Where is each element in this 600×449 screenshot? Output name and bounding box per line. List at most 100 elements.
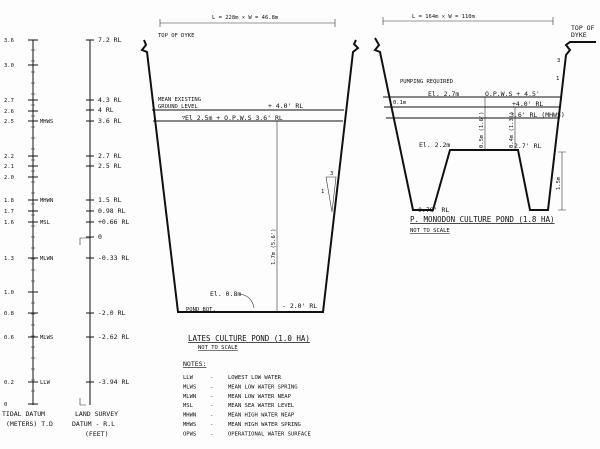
lates-pond-bot: POND BOT.	[186, 307, 216, 313]
monodon-depth1: 0.5m (1.6')	[479, 112, 485, 148]
note-definition: MEAN LOW WATER SPRING	[228, 384, 298, 390]
notes-heading: NOTES:	[183, 360, 206, 368]
tidal-tick-label: 1.7	[4, 209, 14, 215]
note-dash: -	[210, 422, 213, 428]
monodon-slope-run: 3	[557, 58, 560, 64]
tidal-tick-label: 2.1	[4, 164, 14, 170]
land-tick-label: -0.33 RL	[98, 254, 129, 262]
monodon-depth2: 0.4m (1.3')	[509, 112, 515, 148]
note-definition: MEAN HIGH WATER NEAP	[228, 413, 295, 419]
land-tick-label: -2.62 RL	[98, 333, 129, 341]
monodon-opws: O.P.W.S + 4.5'	[485, 90, 540, 98]
land-survey-scale: 7.2 RL 4.3 RL 4 RL 3.6 RL 2.7 RL 2.5 RL 1.5 RL…	[72, 36, 129, 438]
monodon-pond-outline	[373, 37, 596, 211]
tidal-tick-label: 2.2	[4, 154, 14, 160]
land-tick-label: 2.5 RL	[98, 162, 122, 170]
tidal-caption: TIDAL DATUM	[2, 410, 45, 418]
tidal-tick-label: 0.2	[4, 380, 14, 386]
tidal-tick-label: 1.0	[4, 290, 14, 296]
lates-plus4-label: + 4.0' RL	[268, 102, 303, 110]
land-tick-label: 3.6 RL	[98, 117, 122, 125]
tidal-tick-label: 3.0	[4, 63, 14, 69]
monodon-pumping: PUMPING REQUIRED	[400, 79, 453, 85]
lates-dimension: L = 228m × W = 46.8m	[212, 15, 279, 21]
monodon-dimension: L = 164m × W = 110m	[412, 14, 476, 20]
lates-slope-rise: 1	[321, 189, 324, 195]
note-abbr: MLWN	[183, 394, 196, 400]
trench-dimension	[558, 151, 566, 211]
land-caption-2: DATUM - R.L	[72, 420, 115, 428]
tidal-tick-tag: MLWS	[40, 335, 53, 341]
tidal-tick-label: 0.6	[4, 335, 14, 341]
tidal-datum-scale: 3.6 3.0 2.7 2.6 2.5 MHWS 2.2 2.1 2.0 1.8 MHWN 1.7 1.…	[2, 38, 53, 428]
land-tick-label: 0.98 RL	[98, 207, 125, 215]
note-abbr: LLW	[183, 375, 194, 381]
lates-ground-label-2: GROUND LEVEL	[158, 104, 198, 110]
tidal-tick-label: 0.8	[4, 311, 14, 317]
land-tick-label: 7.2 RL	[98, 36, 122, 44]
monodon-rl27: 2.7' RL	[514, 142, 541, 150]
lates-top-of-dyke: TOP OF DYKE	[158, 33, 194, 39]
monodon-scale-note: NOT TO SCALE	[410, 228, 450, 234]
note-definition: OPERATIONAL WATER SURFACE	[228, 431, 311, 437]
note-definition: MEAN LOW WATER NEAP	[228, 394, 292, 400]
note-dash: -	[210, 384, 213, 390]
tidal-tick-label: 1.3	[4, 256, 14, 262]
land-tick-label: +0.66 RL	[98, 218, 129, 226]
tidal-tick-label: 1.6	[4, 220, 14, 226]
land-tick-label: 4.3 RL	[98, 96, 122, 104]
monodon-el27: El. 2.7m	[428, 90, 459, 98]
tidal-tick-tag: MHWS	[40, 119, 53, 125]
lates-dimension-line	[159, 19, 336, 27]
note-definition: MEAN SEA WATER LEVEL	[228, 403, 295, 409]
note-abbr: MHWN	[183, 413, 196, 419]
monodon-pond-section: L = 164m × W = 110m PUMPING REQUIRED El.…	[373, 14, 596, 234]
note-dash: -	[210, 375, 213, 381]
note-abbr: MSL	[183, 403, 194, 409]
lates-bottom-el: El. 0.8m	[210, 290, 241, 298]
monodon-dimension-line	[382, 17, 554, 25]
bracket	[79, 237, 90, 406]
tidal-tick-label: 0	[4, 402, 7, 408]
land-tick-label: 4 RL	[98, 106, 114, 114]
note-dash: -	[210, 413, 213, 419]
tidal-tick-label: 2.6	[4, 109, 14, 115]
land-tick-label: -3.94 RL	[98, 378, 129, 386]
tidal-tick-tag: LLW	[40, 380, 51, 386]
lates-depth-label: 1.7m (5.6')	[271, 229, 277, 265]
monodon-mhws: 3.6' RL (MHWS)	[510, 111, 565, 119]
tidal-caption-units: (METERS) T.D	[6, 420, 53, 428]
note-dash: -	[210, 431, 213, 437]
monodon-slope-rise: 1	[556, 76, 559, 82]
lates-slope-run: 3	[330, 171, 333, 177]
tidal-tick-tag: MLWN	[40, 256, 53, 262]
tidal-tick-label: 2.0	[4, 175, 14, 181]
monodon-title: P. MONODON CULTURE POND (1.8 HA)	[410, 215, 555, 224]
lates-bottom-rl: - 2.0' RL	[282, 302, 317, 310]
land-tick-label: 2.7 RL	[98, 152, 122, 160]
land-caption: LAND SURVEY	[75, 410, 118, 418]
note-dash: -	[210, 403, 213, 409]
lates-ground-label: MEAN EXISTING	[158, 97, 201, 103]
tidal-tick-label: 2.7	[4, 98, 14, 104]
monodon-gap: 0.1m	[393, 100, 407, 106]
note-dash: -	[210, 394, 213, 400]
lates-scale-note: NOT TO SCALE	[198, 345, 238, 351]
monodon-trench: 1.5m	[556, 176, 562, 190]
land-tick-label: 1.5 RL	[98, 196, 122, 204]
note-abbr: OPWS	[183, 431, 196, 437]
leader-line	[239, 293, 255, 309]
lates-pond-outline	[140, 39, 360, 313]
tidal-tick-tag: MSL	[40, 220, 51, 226]
lates-pond-section: L = 228m × W = 46.8m TOP OF DYKE MEAN EX…	[140, 15, 360, 351]
monodon-plus4: +4.0' RL	[512, 100, 543, 108]
note-abbr: MHWS	[183, 422, 196, 428]
land-caption-units: (FEET)	[85, 430, 108, 438]
note-abbr: MLWS	[183, 384, 196, 390]
land-tick-label: 0	[98, 233, 102, 241]
lates-title: LATES CULTURE POND (1.0 HA)	[188, 334, 310, 343]
tidal-tick-label: 2.5	[4, 119, 14, 125]
monodon-bottom-rl: 0.78' RL	[418, 206, 449, 214]
